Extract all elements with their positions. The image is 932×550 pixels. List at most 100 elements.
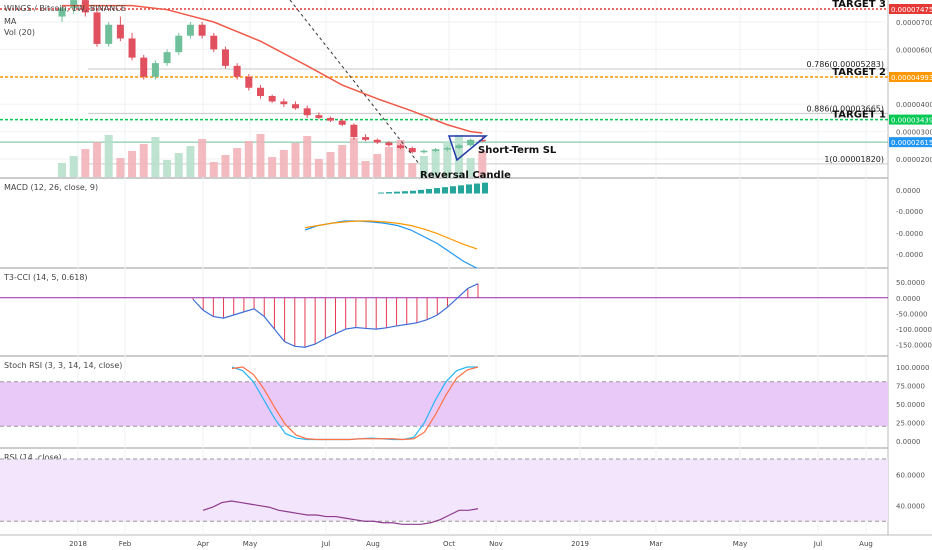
volume-bar [361, 161, 370, 177]
stoch-tick-0: 100.0000 [896, 364, 929, 372]
date-label-12: Aug [859, 540, 873, 548]
stoch-tick-1: 75.0000 [896, 383, 925, 391]
volume-bar [326, 152, 335, 177]
annotation-short-term-sl: Short-Term SL [478, 145, 557, 156]
candle-body [245, 76, 253, 88]
volume-bar [396, 140, 405, 177]
cci-tick-4: -150.0000 [896, 342, 932, 350]
candle-body [350, 124, 358, 138]
volume-bar [163, 160, 172, 177]
stoch-tick-3: 25.0000 [896, 420, 925, 428]
volume-bar [338, 145, 347, 177]
fib-label-1: 0.886(0.00003665) [807, 104, 885, 113]
current-price-tag [889, 137, 932, 148]
date-label-2: Apr [197, 540, 209, 548]
candle-body [327, 117, 335, 121]
macd-histogram-bar [442, 187, 448, 194]
date-label-0: 2018 [69, 540, 87, 548]
cci-tick-0: 50.0000 [896, 279, 925, 287]
date-label-1: Feb [119, 540, 132, 548]
volume-bar [58, 163, 66, 177]
candle-body [186, 24, 194, 36]
rsi-tick-0: 60.0000 [896, 472, 925, 480]
macd-histogram-bar [450, 186, 456, 194]
candle-body [221, 49, 229, 66]
target-label-2: TARGET 1 [832, 110, 886, 121]
macd-histogram-bar [410, 190, 416, 194]
target-price-text-1: 0.00004993 [891, 74, 932, 82]
stoch-d-line [231, 366, 479, 441]
candle-body [280, 101, 288, 105]
rsi-tick-1: 40.0000 [896, 503, 925, 511]
volume-bar [116, 158, 125, 177]
volume-bar [419, 156, 428, 177]
date-label-6: Oct [443, 540, 455, 548]
macd-tick-2: -0.0000 [896, 230, 923, 238]
candle-body [233, 65, 241, 77]
target-price-text-0: 0.00007475 [891, 6, 932, 14]
candle-body [256, 87, 264, 96]
candle-body [303, 108, 311, 116]
date-label-9: Mar [649, 540, 662, 548]
volume-bar [291, 143, 300, 177]
macd-histogram-bar [466, 184, 472, 194]
sl-triangle [447, 135, 489, 162]
date-label-11: Jul [813, 540, 823, 548]
candle-body [292, 104, 300, 109]
band-fill-stochrsi [0, 381, 888, 427]
cci-tick-1: 0.0000 [896, 295, 921, 303]
target-label-0: TARGET 3 [832, 0, 886, 10]
panel-title-stochrsi: Stoch RSI (3, 3, 14, 14, close) [4, 361, 122, 370]
macd-signal-line [304, 220, 478, 250]
target-price-tag-1 [889, 72, 932, 82]
panel-title-t3cci: T3-CCI (14, 5, 0.618) [3, 273, 88, 282]
date-label-10: May [733, 540, 747, 548]
macd-histogram-bar [474, 183, 480, 194]
volume-bar [198, 139, 207, 177]
candle-body [443, 148, 451, 150]
cci-tick-3: -100.0000 [896, 326, 932, 334]
legend-ma: MA [4, 17, 17, 26]
candle-body [467, 139, 475, 146]
volume-bar [221, 155, 230, 177]
volume-bar [268, 157, 277, 177]
macd-histogram-bar [402, 191, 408, 194]
stoch-tick-2: 50.0000 [896, 401, 925, 409]
cci-tick-2: -50.0000 [896, 310, 927, 318]
rsi-line [202, 500, 479, 525]
macd-tick-3: -0.0000 [896, 251, 923, 259]
candle-body [373, 139, 381, 143]
macd-histogram-bar [434, 188, 440, 194]
volume-bar [93, 142, 102, 177]
cci-line [192, 283, 479, 348]
volume-bar [81, 149, 90, 177]
macd-histogram-bar [378, 192, 384, 194]
panel-title-rsi: RSI (14, close) [4, 453, 62, 462]
candle-body [455, 145, 463, 149]
volume-bar [349, 138, 358, 177]
macd-histogram-bar [386, 192, 392, 194]
volume-bar [384, 147, 393, 177]
target-label-1: TARGET 2 [832, 67, 886, 78]
volume-bar [443, 142, 452, 177]
fib-label-0: 0.786(0.00005283) [807, 60, 885, 69]
candle-body [198, 24, 206, 36]
target-price-tag-0 [889, 4, 932, 14]
fib-label-2: 1(0.00001820) [824, 155, 884, 164]
candle-body [315, 115, 323, 118]
candle-body [58, 8, 66, 17]
downtrend-line [289, 0, 421, 166]
macd-histogram-bar [426, 188, 432, 194]
candle-body [478, 139, 486, 142]
date-label-8: 2019 [571, 540, 589, 548]
volume-bar [209, 162, 218, 177]
volume-bar [104, 135, 113, 177]
volume-bar [233, 148, 242, 177]
